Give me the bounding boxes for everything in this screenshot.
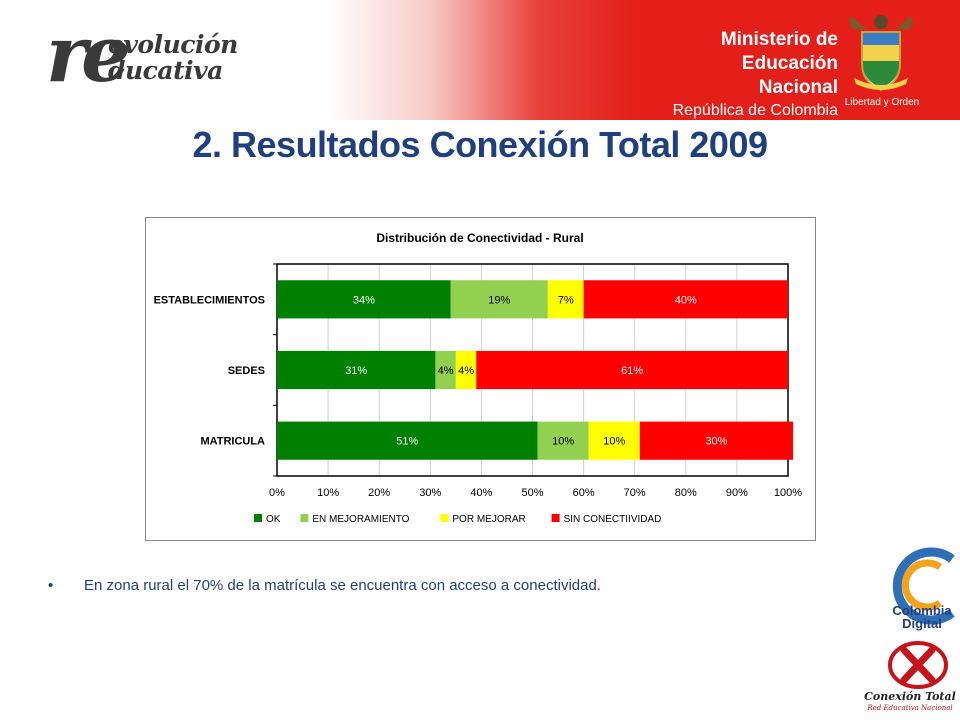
stacked-bar-chart: Distribución de Conectividad - Rural ESTA… xyxy=(154,231,803,525)
revolucion-educativa-logo: re evolución ducativa xyxy=(46,16,256,107)
category-label: MATRICULA xyxy=(200,436,265,448)
data-label: 4% xyxy=(438,365,454,377)
ministry-line-2: Educación Nacional xyxy=(741,53,838,98)
x-tick-label: 80% xyxy=(675,487,697,499)
x-tick-label: 70% xyxy=(624,487,646,499)
legend-label: OK xyxy=(266,514,281,525)
data-label: 7% xyxy=(558,294,574,306)
bar-segment xyxy=(476,350,788,390)
logo-line-1: evolución xyxy=(108,30,238,59)
category-label: SEDES xyxy=(228,365,265,377)
x-tick-label: 10% xyxy=(317,487,339,499)
bar-segment xyxy=(277,350,436,390)
colombia-digital-text: Colombia Digital xyxy=(884,604,960,630)
data-label: 19% xyxy=(488,294,510,306)
x-tick-label: 90% xyxy=(726,487,748,499)
legend-label: EN MEJORAMIENTO xyxy=(312,514,409,525)
x-tick-label: 30% xyxy=(419,487,441,499)
bar-segment xyxy=(547,280,584,319)
x-tick-label: 20% xyxy=(368,487,390,499)
logo-line-2: ducativa xyxy=(108,56,223,85)
conexion-total-text: Conexión Total xyxy=(864,690,956,703)
data-label: 40% xyxy=(675,294,697,306)
coat-of-arms-icon xyxy=(849,15,913,92)
data-label: 10% xyxy=(603,436,625,448)
chart-title: Distribución de Conectividad - Rural xyxy=(376,231,583,245)
legend-swatch xyxy=(254,514,262,522)
colombia-digital-logo-icon xyxy=(892,547,955,625)
bullet-text: En zona rural el 70% de la matrícula se … xyxy=(84,577,601,594)
bar-segment xyxy=(588,421,640,460)
data-label: 61% xyxy=(621,365,643,377)
x-tick-label: 40% xyxy=(470,487,492,499)
logo-initials: re xyxy=(46,9,131,100)
legend-swatch xyxy=(551,514,560,522)
colombia-digital-line-2: Digital xyxy=(902,616,942,631)
bar-segment xyxy=(583,280,788,319)
header-band: re evolución ducativa Ministerio de Educ… xyxy=(0,0,960,120)
legend-swatch xyxy=(300,514,309,522)
conexion-total-logo-icon xyxy=(888,641,948,689)
bar-segment xyxy=(277,280,451,319)
crest-motto: Libertad y Orden xyxy=(844,97,920,108)
data-label: 34% xyxy=(353,294,375,306)
bar-segment xyxy=(639,421,794,460)
legend-swatch xyxy=(440,514,449,522)
conexion-total-subtitle: Red Educativa Nacional xyxy=(867,704,953,712)
data-label: 31% xyxy=(345,365,367,377)
data-label: 51% xyxy=(396,436,418,448)
x-tick-label: 100% xyxy=(774,487,802,499)
bar-segment xyxy=(450,280,548,319)
data-label: 4% xyxy=(458,365,474,377)
ministry-line-3: República de Colombia xyxy=(672,102,838,119)
category-label: ESTABLECIMIENTOS xyxy=(154,294,265,306)
x-tick-label: 50% xyxy=(521,487,543,499)
data-label: 30% xyxy=(705,436,727,448)
legend-label: SIN CONECTIIVIDAD xyxy=(564,514,662,525)
slide-title: 2. Resultados Conexión Total 2009 xyxy=(192,124,769,165)
ministry-line-1: Ministerio de xyxy=(720,29,838,50)
ministry-name: Ministerio de Educación Nacional Repúbli… xyxy=(668,28,838,122)
bar-segment xyxy=(435,350,456,390)
bar-segment xyxy=(455,350,477,390)
x-tick-label: 60% xyxy=(573,487,595,499)
bar-segment xyxy=(537,421,589,460)
colombia-digital-line-1: Colombia xyxy=(892,603,952,618)
bullet-marker: • xyxy=(48,577,54,594)
chart-container: Distribución de Conectividad - Rural ESTA… xyxy=(145,217,816,541)
bar-segment xyxy=(277,421,538,460)
x-tick-label: 0% xyxy=(269,487,285,499)
legend-label: POR MEJORAR xyxy=(452,514,525,525)
data-label: 10% xyxy=(552,436,574,448)
